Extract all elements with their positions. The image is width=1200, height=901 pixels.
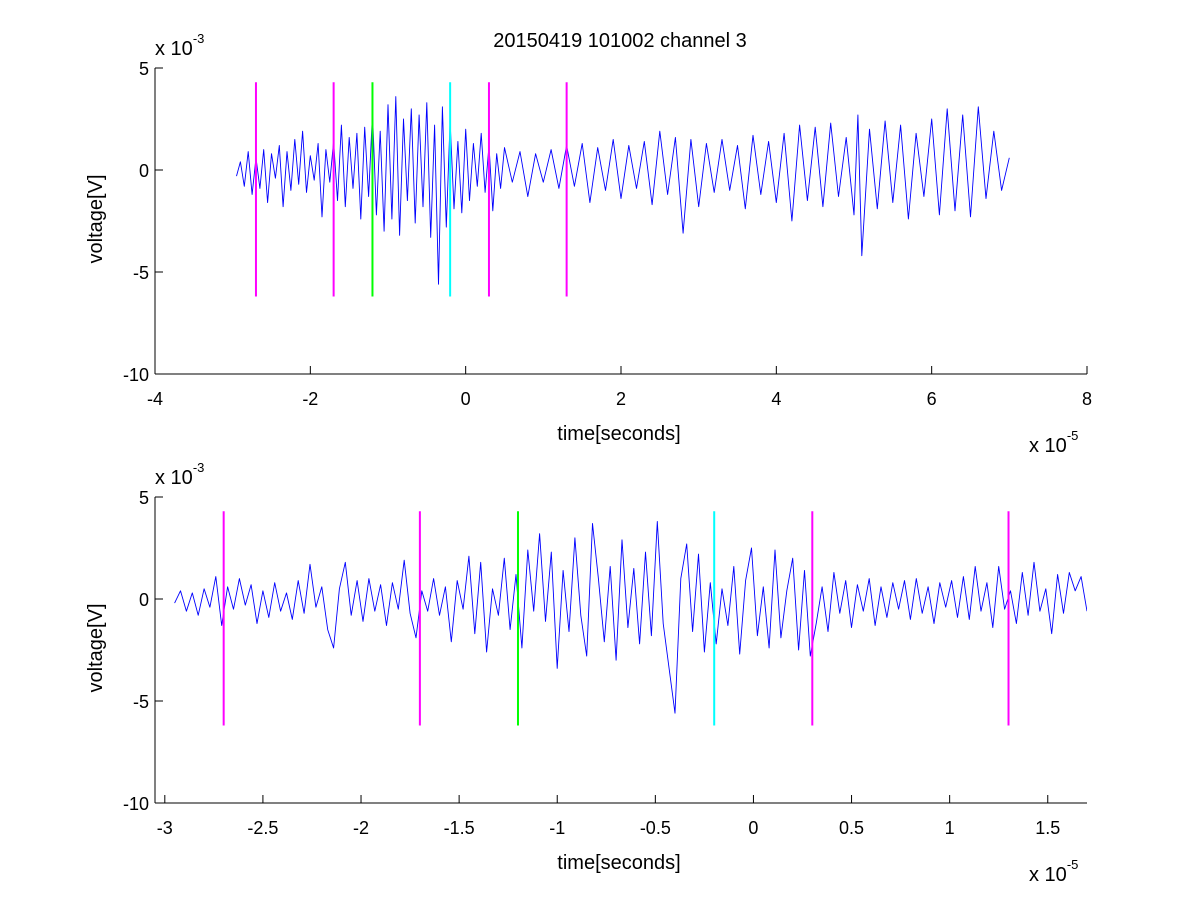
x-tick-label: -2	[302, 389, 318, 409]
x-tick-label: 0	[748, 818, 758, 838]
x-multiplier-exponent: -5	[1067, 428, 1079, 443]
x-tick-label: 1	[945, 818, 955, 838]
y-tick-label: 5	[139, 488, 149, 508]
y-tick-label: 5	[139, 59, 149, 79]
x-multiplier-exponent: -5	[1067, 857, 1079, 872]
y-tick-label: -5	[133, 263, 149, 283]
x-tick-label: -2.5	[247, 818, 278, 838]
y-axis-label: voltage[V]	[85, 174, 107, 263]
signal-series-line	[174, 521, 1087, 714]
x-tick-label: 8	[1082, 389, 1092, 409]
x-multiplier-label: x 10-5	[1029, 428, 1078, 457]
y-multiplier-exponent: -3	[193, 460, 205, 475]
x-multiplier-base: x 10	[1029, 435, 1067, 457]
y-multiplier-label: x 10-3	[155, 31, 204, 60]
y-tick-label: 0	[139, 590, 149, 610]
x-multiplier-base: x 10	[1029, 864, 1067, 886]
figure-title: 20150419 101002 channel 3	[493, 30, 747, 52]
y-axis-label: voltage[V]	[85, 603, 107, 692]
x-tick-label: -1	[549, 818, 565, 838]
x-tick-label: -4	[147, 389, 163, 409]
x-tick-label: 6	[927, 389, 937, 409]
y-tick-label: -5	[133, 692, 149, 712]
x-tick-label: 2	[616, 389, 626, 409]
y-multiplier-exponent: -3	[193, 31, 205, 46]
y-tick-label: 0	[139, 161, 149, 181]
x-axis-label: time[seconds]	[557, 423, 680, 445]
x-tick-label: 1.5	[1035, 818, 1060, 838]
x-tick-label: 0.5	[839, 818, 864, 838]
y-multiplier-base: x 10	[155, 467, 193, 489]
signal-series-line	[236, 96, 1010, 285]
x-tick-label: -2	[353, 818, 369, 838]
y-tick-label: -10	[123, 365, 149, 385]
x-multiplier-label: x 10-5	[1029, 857, 1078, 886]
x-tick-label: -0.5	[640, 818, 671, 838]
x-tick-label: -1.5	[444, 818, 475, 838]
x-tick-label: 0	[461, 389, 471, 409]
y-tick-label: -10	[123, 794, 149, 814]
y-multiplier-base: x 10	[155, 38, 193, 60]
x-tick-label: 4	[771, 389, 781, 409]
y-multiplier-label: x 10-3	[155, 460, 204, 489]
x-tick-label: -3	[157, 818, 173, 838]
x-axis-label: time[seconds]	[557, 852, 680, 874]
